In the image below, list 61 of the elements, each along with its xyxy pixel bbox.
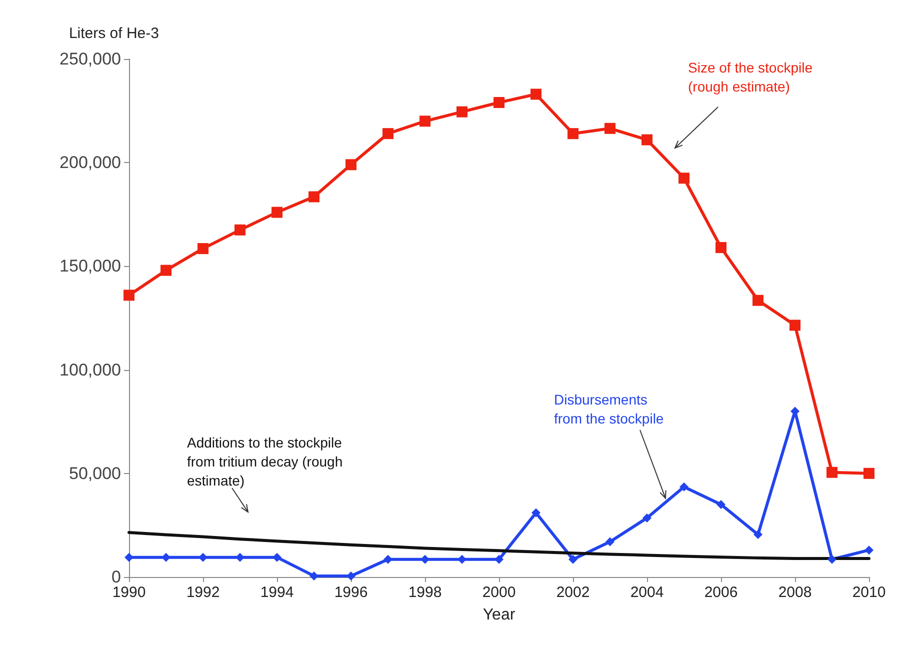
- point: [272, 206, 282, 218]
- annotation: Size of the stockpile (rough estimate): [688, 60, 813, 94]
- x-tick-label: 2010: [852, 584, 886, 601]
- point: [456, 106, 468, 118]
- point: [124, 552, 134, 562]
- point: [198, 243, 208, 254]
- x-tick-label: 2002: [556, 584, 590, 601]
- x-tick-label: 2000: [482, 584, 516, 601]
- y-tick-label: 50,000: [69, 464, 121, 483]
- point: [828, 554, 836, 564]
- point: [494, 97, 504, 108]
- y-tick-label: 200,000: [60, 153, 121, 172]
- annotation: Additions to the stockpile from tritium decay (rough estimate): [187, 434, 343, 488]
- point: [604, 122, 616, 134]
- x-tick-label: 1998: [408, 584, 442, 601]
- point: [532, 508, 540, 518]
- x-tick-label: 1990: [112, 584, 146, 601]
- point: [162, 552, 170, 562]
- y-axis-title: Liters of He-3: [68, 25, 159, 42]
- point: [864, 468, 874, 479]
- point: [642, 513, 652, 522]
- point: [530, 88, 542, 100]
- point: [124, 290, 134, 301]
- point: [642, 134, 652, 146]
- point: [752, 294, 764, 306]
- point: [236, 552, 244, 562]
- point: [420, 116, 430, 127]
- y-tick-label: 0: [112, 568, 121, 586]
- point: [678, 172, 690, 184]
- x-tick-label: 1996: [334, 584, 368, 601]
- point: [160, 264, 172, 276]
- point: [494, 554, 504, 564]
- point: [458, 554, 466, 564]
- x-tick-label: 2006: [704, 584, 738, 601]
- x-tick-label: 1994: [260, 584, 294, 601]
- x-tick-label: 2004: [630, 584, 664, 601]
- point: [272, 552, 282, 562]
- point: [382, 128, 394, 140]
- point: [234, 224, 246, 236]
- y-tick-label: 250,000: [60, 50, 121, 68]
- point: [826, 466, 838, 478]
- point: [716, 242, 726, 254]
- point: [420, 554, 430, 564]
- point: [346, 159, 356, 170]
- y-tick-label: 100,000: [60, 360, 121, 380]
- point: [754, 530, 762, 540]
- point: [198, 552, 208, 562]
- point: [716, 500, 726, 509]
- point: [790, 320, 800, 331]
- x-tick-label: 1992: [186, 584, 220, 601]
- y-tick-label: 150,000: [60, 256, 121, 276]
- x-tick-label: 2008: [778, 584, 812, 601]
- point: [680, 482, 688, 492]
- point: [864, 546, 874, 555]
- point: [606, 537, 614, 546]
- annotation: Disbursements from the stockpile: [554, 392, 664, 426]
- point: [568, 554, 578, 564]
- point: [384, 554, 392, 564]
- x-axis-title: Year: [482, 606, 516, 624]
- point: [568, 128, 578, 140]
- point: [308, 191, 320, 202]
